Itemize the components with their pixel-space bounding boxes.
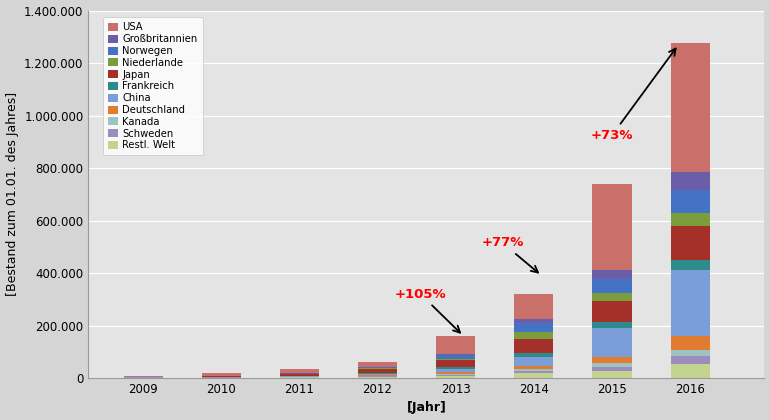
Bar bbox=[514, 371, 554, 373]
Bar bbox=[592, 270, 631, 279]
Bar bbox=[514, 320, 554, 323]
Bar bbox=[123, 376, 162, 377]
Bar bbox=[671, 350, 710, 356]
X-axis label: [Jahr]: [Jahr] bbox=[407, 402, 447, 415]
Legend: USA, Großbritannien, Norwegen, Niederlande, Japan, Frankreich, China, Deutschlan: USA, Großbritannien, Norwegen, Niederlan… bbox=[103, 17, 203, 155]
Bar bbox=[671, 260, 710, 270]
Bar bbox=[592, 328, 631, 357]
Bar bbox=[671, 172, 710, 190]
Bar bbox=[592, 184, 631, 270]
Bar bbox=[514, 323, 554, 332]
Bar bbox=[592, 301, 631, 323]
Bar bbox=[436, 354, 475, 355]
Bar bbox=[436, 355, 475, 359]
Bar bbox=[358, 375, 397, 376]
Bar bbox=[436, 372, 475, 374]
Bar bbox=[514, 369, 554, 371]
Bar bbox=[514, 339, 554, 353]
Bar bbox=[436, 374, 475, 375]
Bar bbox=[671, 356, 710, 364]
Bar bbox=[514, 353, 554, 357]
Bar bbox=[436, 375, 475, 376]
Bar bbox=[592, 357, 631, 363]
Bar bbox=[358, 376, 397, 377]
Bar bbox=[280, 369, 319, 373]
Bar bbox=[202, 373, 241, 375]
Bar bbox=[671, 336, 710, 350]
Bar bbox=[358, 362, 397, 367]
Bar bbox=[280, 374, 319, 376]
Bar bbox=[358, 377, 397, 378]
Text: +105%: +105% bbox=[395, 288, 460, 333]
Bar bbox=[514, 332, 554, 339]
Bar bbox=[436, 368, 475, 370]
Bar bbox=[671, 43, 710, 172]
Bar bbox=[436, 336, 475, 354]
Y-axis label: [Bestand zum 01.01. des Jahres]: [Bestand zum 01.01. des Jahres] bbox=[5, 92, 18, 297]
Bar bbox=[514, 373, 554, 378]
Bar bbox=[436, 360, 475, 368]
Bar bbox=[358, 373, 397, 374]
Bar bbox=[514, 294, 554, 320]
Bar bbox=[514, 366, 554, 369]
Bar bbox=[671, 270, 710, 336]
Bar bbox=[671, 190, 710, 213]
Bar bbox=[592, 323, 631, 328]
Bar bbox=[436, 370, 475, 372]
Bar bbox=[671, 226, 710, 260]
Bar bbox=[671, 213, 710, 226]
Bar bbox=[358, 369, 397, 373]
Bar bbox=[592, 293, 631, 301]
Text: +73%: +73% bbox=[591, 49, 675, 142]
Bar bbox=[436, 376, 475, 378]
Bar bbox=[358, 374, 397, 375]
Bar bbox=[592, 279, 631, 293]
Bar bbox=[671, 364, 710, 378]
Bar bbox=[202, 376, 241, 377]
Bar bbox=[592, 367, 631, 371]
Bar bbox=[592, 363, 631, 367]
Bar bbox=[436, 359, 475, 360]
Bar bbox=[514, 357, 554, 366]
Bar bbox=[592, 371, 631, 378]
Text: +77%: +77% bbox=[481, 236, 538, 273]
